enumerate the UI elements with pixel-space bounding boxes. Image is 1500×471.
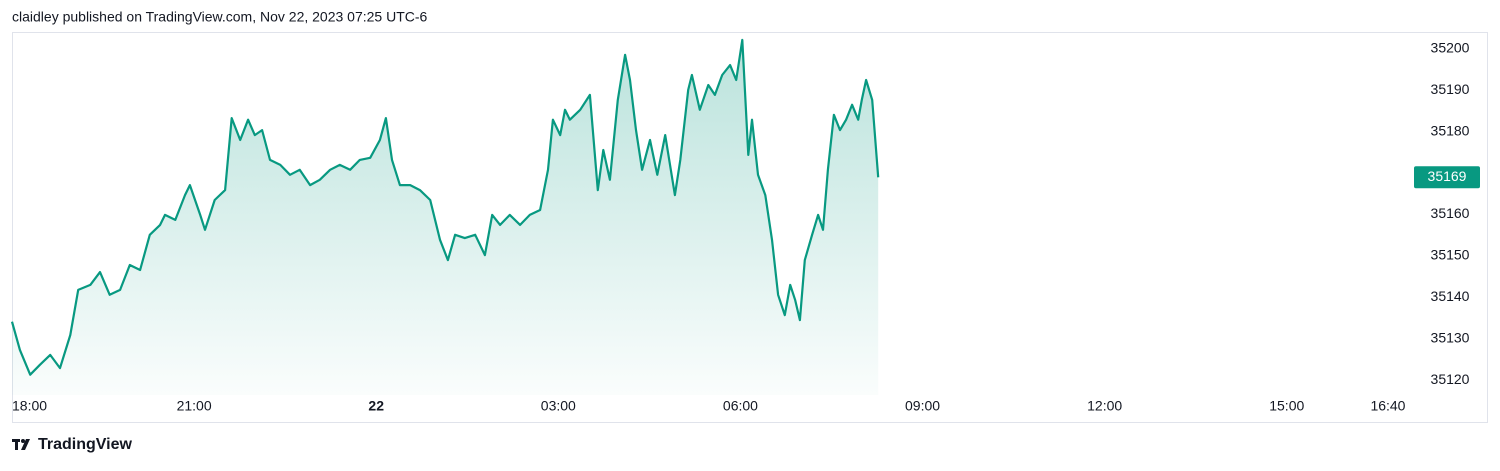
x-tick-label: 03:00 bbox=[541, 398, 576, 414]
x-tick-label: 15:00 bbox=[1269, 398, 1304, 414]
x-tick-label: 16:40 bbox=[1370, 398, 1405, 414]
price-line bbox=[10, 38, 880, 376]
header: claidley published on TradingView.com, N… bbox=[12, 9, 428, 25]
x-tick-label: 06:00 bbox=[723, 398, 758, 414]
y-tick-label: 35150 bbox=[1431, 247, 1470, 263]
chart-frame bbox=[12, 32, 1488, 423]
last-price-label: 35169 bbox=[1428, 168, 1467, 184]
y-tick-label: 35140 bbox=[1431, 288, 1470, 304]
x-tick-label: 09:00 bbox=[905, 398, 940, 414]
x-tick-label: 22 bbox=[368, 398, 384, 414]
x-tick-label: 21:00 bbox=[177, 398, 212, 414]
y-tick-label: 35180 bbox=[1431, 122, 1470, 138]
area-fill bbox=[12, 39, 879, 396]
y-tick-label: 35160 bbox=[1431, 205, 1470, 221]
plot: 35120 35130 35140 35150 35160 35180 35190 35200… bbox=[10, 38, 1480, 414]
y-tick-label: 35130 bbox=[1431, 329, 1470, 345]
logo bbox=[12, 439, 30, 450]
brand: TradingView bbox=[38, 436, 133, 453]
x-tick-label: 18:00 bbox=[12, 398, 47, 414]
y-tick-label: 35120 bbox=[1431, 371, 1470, 387]
y-tick-label: 35200 bbox=[1431, 40, 1470, 56]
last-price-box bbox=[1414, 166, 1480, 189]
x-tick-label: 12:00 bbox=[1087, 398, 1122, 414]
y-tick-label: 35190 bbox=[1431, 81, 1470, 97]
